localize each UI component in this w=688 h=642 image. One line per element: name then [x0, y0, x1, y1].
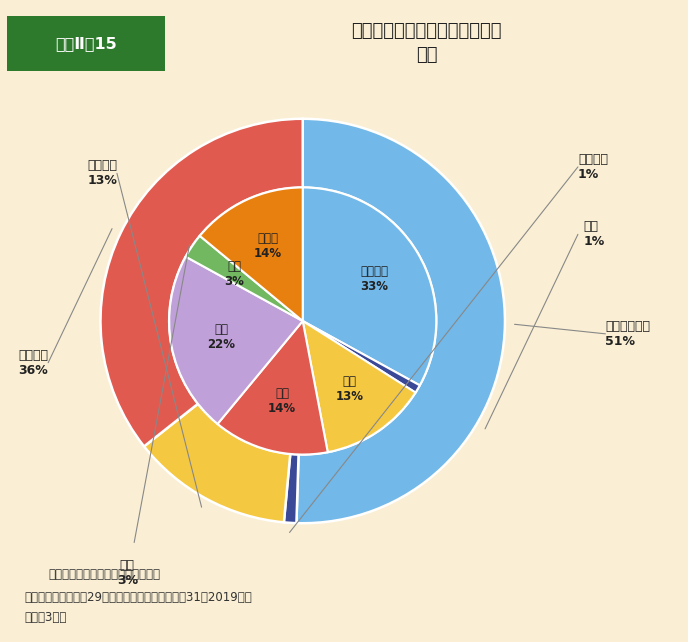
Text: 利用等
14%: 利用等 14%	[253, 232, 281, 260]
Text: 注：計の不一致は四捨五入による。: 注：計の不一致は四捨五入による。	[48, 568, 160, 581]
Text: 購買
3%: 購買 3%	[117, 559, 138, 587]
Wedge shape	[144, 404, 290, 523]
Text: 森林組合における事業取扱高の
割合: 森林組合における事業取扱高の 割合	[352, 22, 502, 64]
Text: 販売部門
36%: 販売部門 36%	[18, 349, 48, 377]
Text: 指導部門
1%: 指導部門 1%	[578, 153, 608, 181]
Text: 林産
22%: 林産 22%	[207, 322, 235, 351]
Wedge shape	[284, 454, 299, 523]
Text: 森林整備部門
51%: 森林整備部門 51%	[605, 320, 650, 348]
Text: 販売
14%: 販売 14%	[268, 387, 297, 415]
Text: 購買
3%: 購買 3%	[224, 261, 244, 288]
Text: 加工
13%: 加工 13%	[335, 376, 363, 403]
Wedge shape	[169, 257, 303, 424]
Text: 加工部門
13%: 加工部門 13%	[87, 159, 117, 187]
Wedge shape	[303, 187, 436, 385]
FancyBboxPatch shape	[7, 16, 165, 71]
Text: 資料：林野庁「平成29年度森林組合統計」（平成31（2019）年: 資料：林野庁「平成29年度森林組合統計」（平成31（2019）年	[24, 591, 252, 603]
Wedge shape	[217, 321, 327, 455]
Wedge shape	[186, 236, 303, 321]
Wedge shape	[303, 321, 416, 452]
Wedge shape	[200, 187, 303, 321]
Wedge shape	[297, 119, 505, 523]
Text: 森林整備
33%: 森林整備 33%	[360, 265, 388, 293]
Text: 3月）: 3月）	[24, 611, 67, 624]
Text: 指導
1%: 指導 1%	[583, 220, 605, 248]
Wedge shape	[100, 119, 303, 446]
Wedge shape	[303, 321, 420, 392]
Text: 資料Ⅱ－15: 資料Ⅱ－15	[55, 36, 117, 51]
